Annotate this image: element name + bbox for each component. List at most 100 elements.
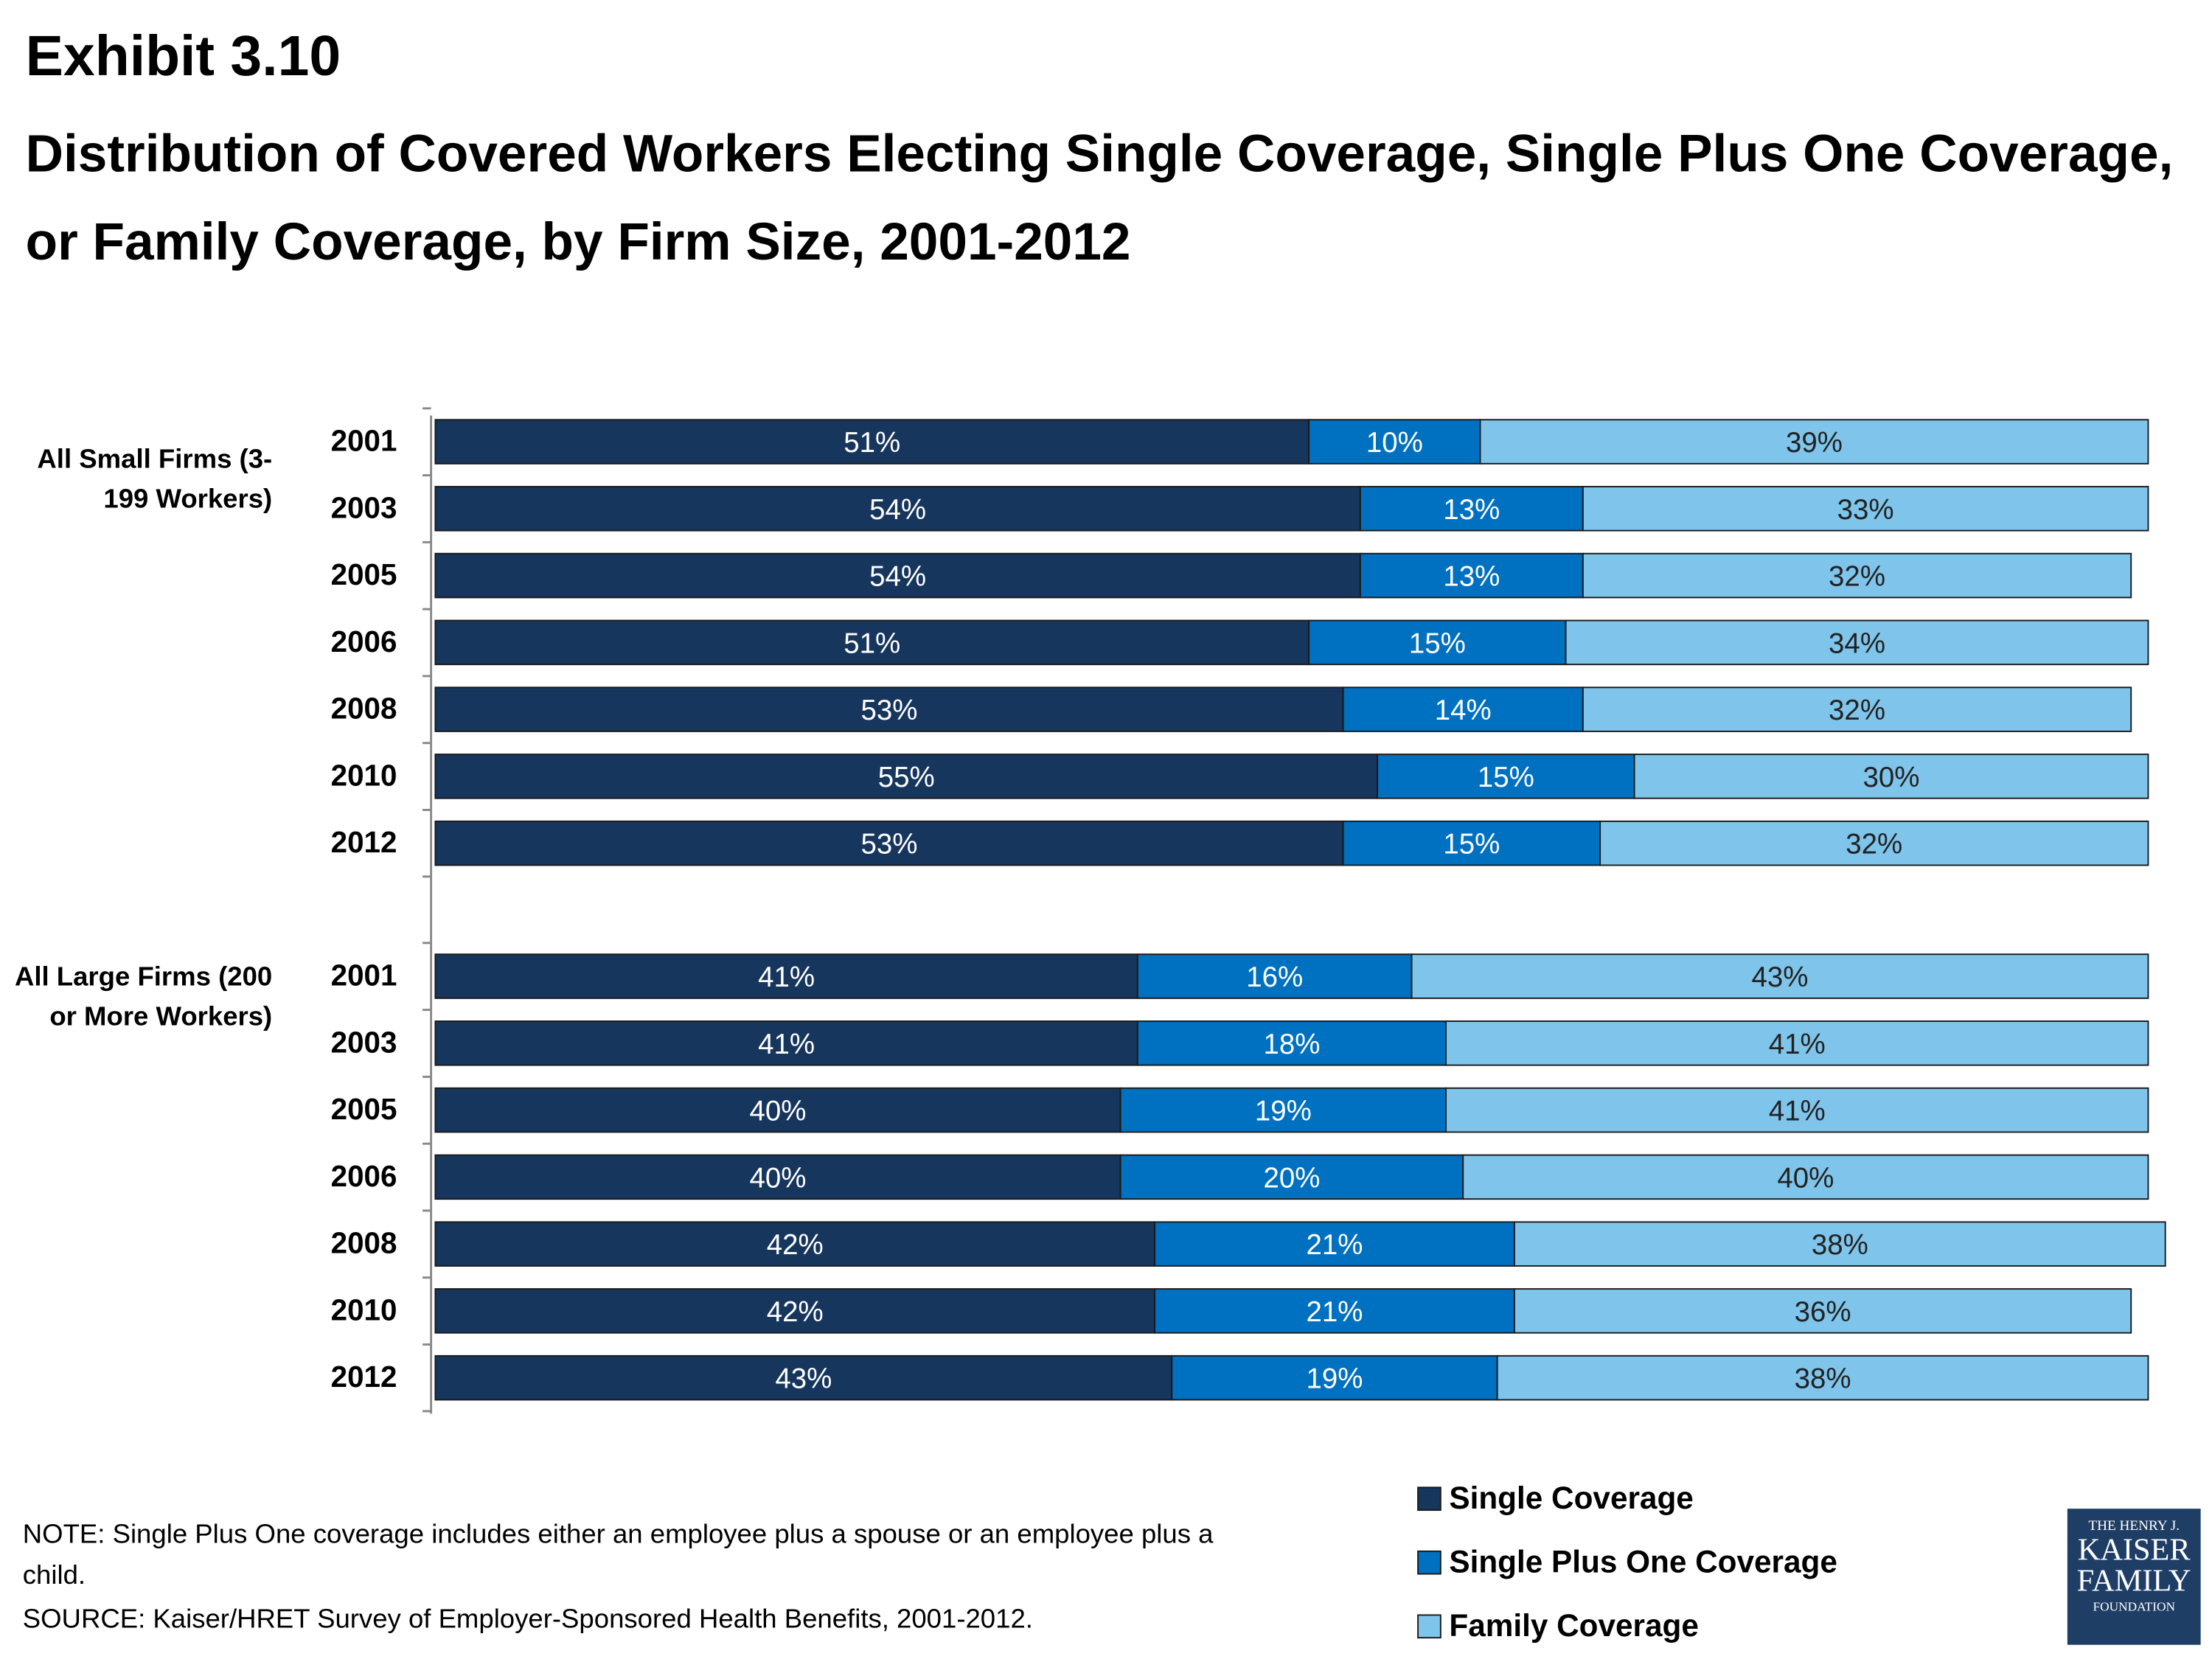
bar-segment: [1154, 1288, 1515, 1334]
legend-label: Family Coverage: [1449, 1608, 1699, 1643]
value-label: 18%: [1263, 1029, 1320, 1060]
bar-segment: [1582, 486, 2149, 532]
y-tick-label: 2001: [331, 424, 397, 458]
value-label: 20%: [1263, 1162, 1320, 1194]
value-label: 55%: [878, 762, 935, 793]
value-label: 41%: [758, 1029, 815, 1060]
value-label: 53%: [861, 695, 918, 726]
bar-segment: [1119, 1087, 1447, 1133]
bar-segment: [434, 754, 1379, 799]
value-label: 32%: [1829, 695, 1885, 726]
y-tick-label: 2006: [331, 625, 397, 658]
value-label: 30%: [1863, 762, 1920, 793]
value-label: 15%: [1478, 762, 1534, 793]
bar-segment: [434, 1087, 1121, 1133]
legend-swatch: [1417, 1614, 1441, 1639]
bar-segment: [1136, 953, 1413, 999]
bar-segment: [1342, 686, 1584, 732]
value-label: 38%: [1795, 1363, 1851, 1395]
value-label: 43%: [775, 1363, 832, 1395]
y-tick-label: 2010: [331, 758, 397, 792]
value-label: 42%: [767, 1229, 824, 1261]
y-tick-label: 2008: [331, 692, 397, 726]
bar-segment: [434, 1020, 1138, 1066]
value-label: 21%: [1307, 1229, 1363, 1261]
bar-segment: [1308, 619, 1567, 666]
value-label: 32%: [1846, 829, 1902, 860]
bar-segment: [434, 953, 1138, 999]
value-label: 15%: [1443, 829, 1500, 860]
value-label: 40%: [750, 1096, 807, 1127]
value-label: 19%: [1307, 1363, 1363, 1395]
value-label: 40%: [750, 1162, 807, 1194]
logo: THE HENRY J. KAISER FAMILY FOUNDATION: [2067, 1509, 2201, 1645]
bar-segment: [1171, 1354, 1498, 1401]
legend-label: Single Coverage: [1449, 1481, 1693, 1515]
value-label: 15%: [1409, 627, 1466, 659]
value-label: 54%: [869, 494, 926, 526]
value-label: 41%: [758, 961, 815, 993]
bar-segment: [1513, 1221, 2166, 1267]
value-label: 34%: [1829, 627, 1885, 659]
y-tick-label: 2006: [331, 1159, 397, 1193]
bar-segment: [1479, 419, 2149, 465]
logo-text: KAISER: [2077, 1531, 2191, 1567]
bar-segment: [1342, 820, 1601, 866]
value-label: 32%: [1829, 561, 1885, 593]
y-tick-label: 2012: [331, 1360, 397, 1394]
bar-segment: [1359, 552, 1584, 599]
bar-segment: [434, 686, 1344, 732]
legend-label: Single Plus One Coverage: [1449, 1544, 1837, 1579]
bar-segment: [1599, 820, 2149, 866]
y-tick-label: 2005: [331, 1092, 397, 1126]
value-label: 42%: [767, 1296, 824, 1328]
value-label: 13%: [1443, 494, 1500, 526]
logo-text: FAMILY: [2076, 1562, 2191, 1599]
subtitle: Distribution of Covered Workers Electing…: [25, 125, 2174, 271]
title: Exhibit 3.10: [25, 25, 341, 88]
bar-segment: [434, 419, 1310, 465]
y-tick-label: 2001: [331, 959, 397, 992]
value-label: 38%: [1812, 1229, 1868, 1261]
value-label: 21%: [1307, 1296, 1363, 1328]
group-label: All Large Firms (200 or More Workers): [14, 962, 273, 1032]
bar-segment: [434, 1354, 1173, 1401]
y-tick-label: 2003: [331, 1025, 397, 1059]
logo-text: FOUNDATION: [2093, 1599, 2175, 1614]
value-label: 41%: [1769, 1096, 1826, 1127]
y-tick-label: 2003: [331, 490, 397, 524]
bar-segment: [1565, 619, 2149, 666]
bar-segment: [434, 1221, 1156, 1267]
bar-segment: [1633, 754, 2149, 799]
bar-segment: [434, 486, 1361, 532]
value-label: 13%: [1443, 561, 1500, 593]
bar-segment: [1462, 1154, 2149, 1200]
note: NOTE: Single Plus One coverage includes …: [22, 1520, 1214, 1591]
value-label: 14%: [1435, 695, 1492, 726]
value-label: 39%: [1786, 427, 1843, 459]
group-label: All Small Firms (3-199 Workers): [37, 445, 273, 515]
y-tick-label: 2005: [331, 557, 397, 591]
legend-swatch: [1417, 1486, 1441, 1512]
bar-segment: [434, 619, 1310, 666]
y-tick-label: 2010: [331, 1293, 397, 1326]
value-label: 41%: [1769, 1029, 1826, 1060]
bar-segment: [1445, 1020, 2149, 1066]
legend-swatch: [1417, 1550, 1441, 1575]
bar-segment: [1513, 1288, 2132, 1334]
value-label: 36%: [1795, 1296, 1851, 1328]
value-label: 40%: [1777, 1162, 1834, 1194]
value-label: 53%: [861, 829, 918, 860]
bar-segment: [1582, 552, 2132, 599]
bar-segment: [434, 1154, 1121, 1200]
y-tick-label: 2008: [331, 1226, 397, 1260]
bar-segment: [434, 552, 1361, 599]
value-label: 51%: [844, 627, 900, 659]
source: SOURCE: Kaiser/HRET Survey of Employer-S…: [22, 1604, 1033, 1635]
value-label: 51%: [844, 427, 900, 459]
logo-text: THE HENRY J.: [2088, 1518, 2180, 1534]
value-label: 19%: [1255, 1096, 1312, 1127]
bar-segment: [1377, 754, 1635, 799]
